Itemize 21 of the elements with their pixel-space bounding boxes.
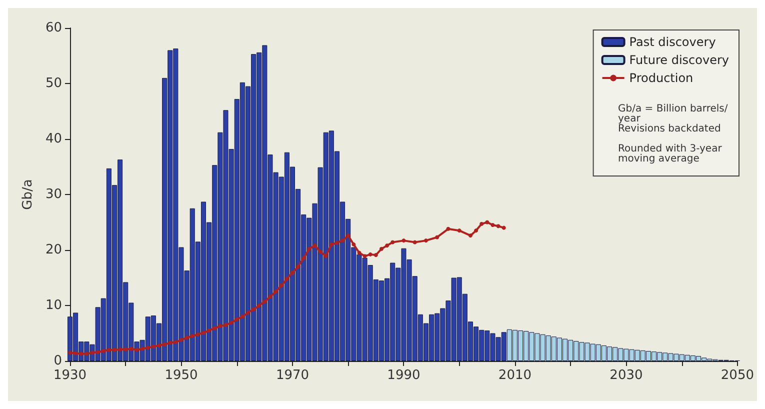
legend-label: Past discovery	[629, 35, 716, 49]
x-tick-label: 2050	[720, 368, 754, 383]
legend-label: Future discovery	[629, 53, 730, 67]
x-tick-label: 1930	[53, 368, 87, 383]
y-tick-label: 50	[45, 76, 62, 91]
x-tick-label: 1990	[387, 368, 420, 383]
annotation: Gb/a = Billion barrels/year	[618, 104, 728, 124]
x-tick-label: 1950	[164, 368, 198, 383]
y-axis-title: Gb/a	[20, 179, 36, 210]
y-tick-label: 10	[45, 298, 62, 313]
y-tick-label: 20	[45, 242, 62, 258]
y-tick-label: 60	[45, 20, 62, 36]
annotation: Rounded with 3-year moving average	[618, 144, 725, 164]
y-tick-label: 40	[45, 132, 62, 146]
y-tick-label: 0	[54, 354, 62, 368]
x-tick-label: 2010	[498, 368, 532, 383]
y-tick-label: 30	[45, 187, 62, 202]
annotation: Revisions backdated	[618, 124, 721, 134]
legend-label: Production	[629, 71, 694, 85]
x-tick-label: 2030	[610, 368, 643, 383]
x-tick-label: 1970	[276, 368, 310, 383]
